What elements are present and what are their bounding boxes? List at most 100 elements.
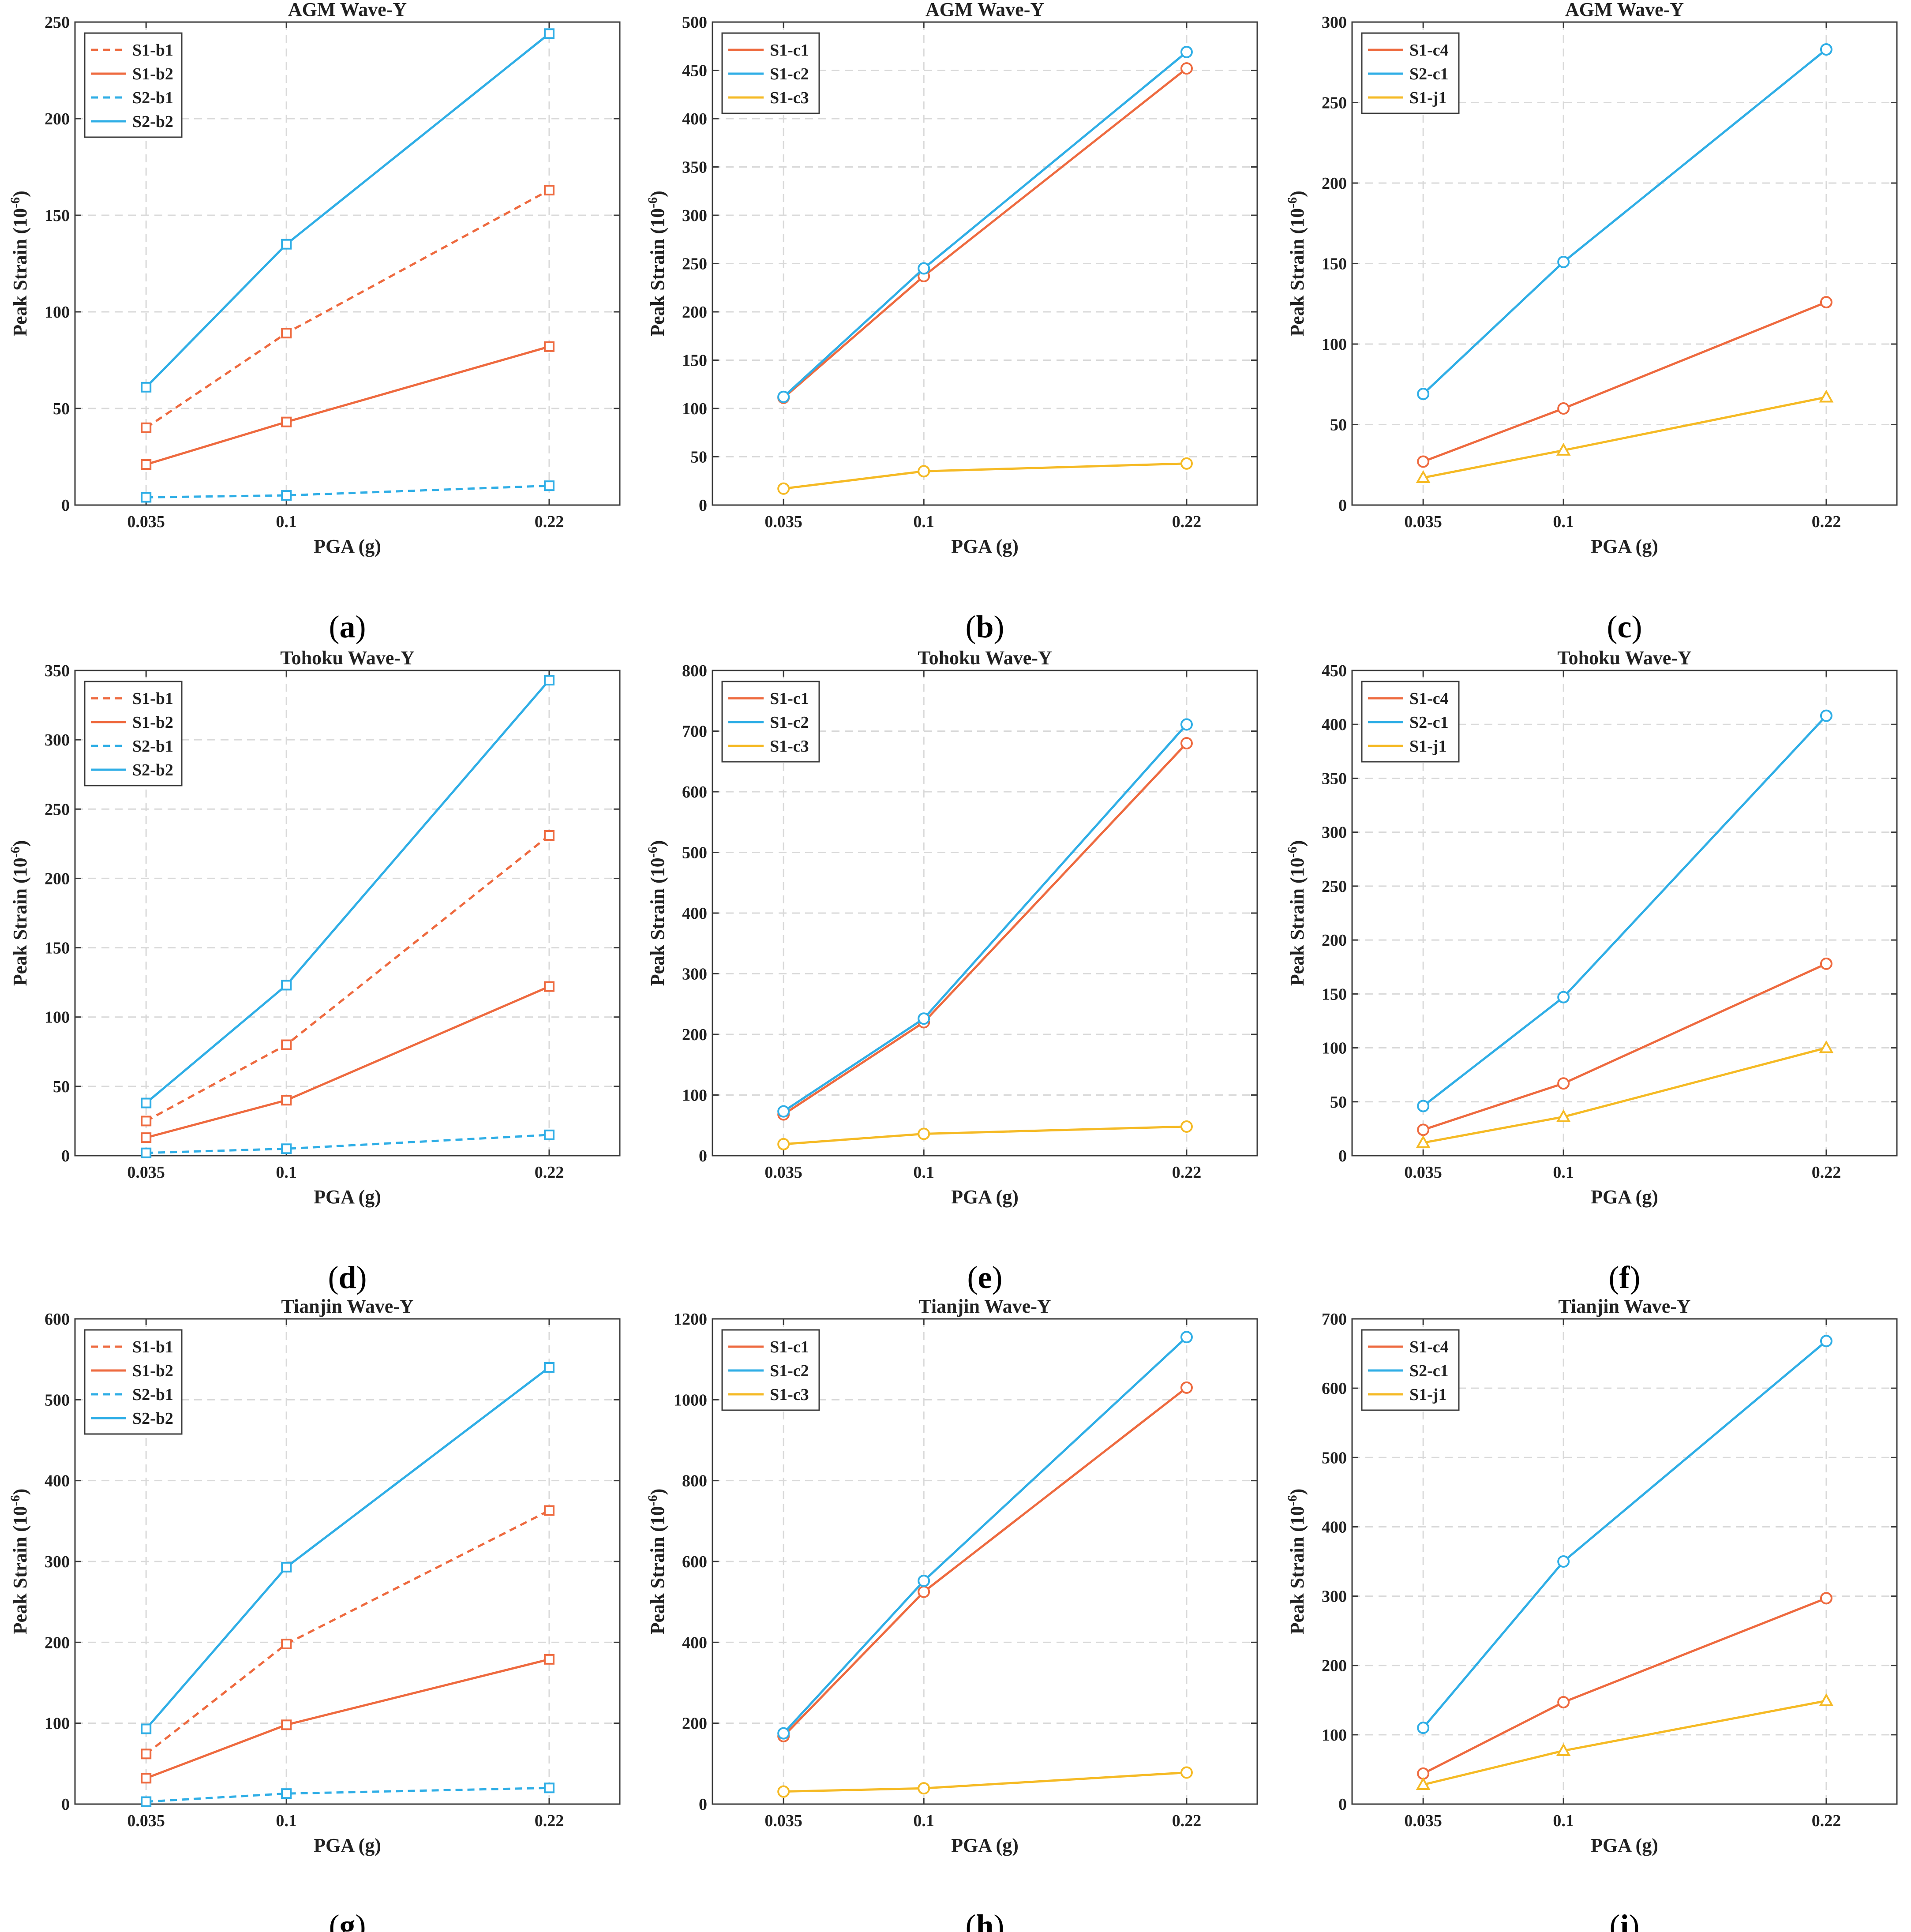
x-tick-label: 0.22 bbox=[535, 1812, 564, 1830]
data-point bbox=[1417, 455, 1430, 468]
legend-entry: S1-c3 bbox=[770, 1385, 809, 1404]
y-tick-label: 100 bbox=[1322, 1726, 1347, 1745]
legend-entry: S1-b2 bbox=[132, 65, 173, 83]
data-point bbox=[1820, 296, 1832, 309]
data-point bbox=[1820, 1335, 1832, 1348]
y-tick-label: 200 bbox=[1322, 931, 1347, 950]
legend-entry: S1-b1 bbox=[132, 41, 173, 60]
data-point bbox=[141, 492, 152, 503]
x-axis-label: PGA (g) bbox=[951, 1186, 1019, 1208]
data-point bbox=[543, 28, 555, 39]
x-tick-label: 0.1 bbox=[1553, 1163, 1574, 1182]
data-point bbox=[1417, 1123, 1430, 1136]
y-tick-label: 450 bbox=[682, 62, 707, 80]
legend-entry: S2-b1 bbox=[132, 737, 173, 756]
y-tick-label: 450 bbox=[1322, 662, 1347, 680]
y-tick-label: 600 bbox=[682, 1553, 707, 1571]
legend-entry: S1-j1 bbox=[1409, 737, 1446, 756]
data-point bbox=[141, 1723, 152, 1734]
data-point bbox=[918, 1127, 930, 1140]
x-tick-label: 0.22 bbox=[535, 513, 564, 531]
y-tick-label: 0 bbox=[1338, 1795, 1347, 1814]
legend-entry: S2-b2 bbox=[132, 761, 173, 779]
x-tick-label: 0.22 bbox=[1172, 1812, 1202, 1830]
data-point bbox=[1180, 737, 1193, 749]
data-point bbox=[543, 1129, 555, 1140]
chart-title: Tohoku Wave-Y bbox=[918, 647, 1052, 669]
chart-panel-e: 0 100 200 300 400 500 600 700 800 0.035 0.1 0.22 Toh… bbox=[645, 647, 1258, 1295]
y-tick-label: 1000 bbox=[674, 1391, 707, 1409]
data-point bbox=[1180, 1766, 1193, 1779]
chart-panel-h: 0 200 400 600 800 1000 1200 0.035 0.1 0.22 Tianjin… bbox=[645, 1295, 1258, 1932]
data-point bbox=[543, 1782, 555, 1793]
legend-entry: S1-c4 bbox=[1409, 41, 1449, 60]
data-point bbox=[543, 1654, 555, 1665]
data-point bbox=[1180, 718, 1193, 731]
legend-entry: S2-b2 bbox=[132, 1409, 173, 1428]
data-point bbox=[1557, 1696, 1570, 1708]
x-tick-label: 0.035 bbox=[764, 1812, 802, 1830]
data-point bbox=[281, 1561, 292, 1573]
data-point bbox=[141, 382, 152, 393]
data-point bbox=[281, 1719, 292, 1730]
y-tick-label: 400 bbox=[1322, 715, 1347, 734]
y-tick-label: 250 bbox=[45, 800, 70, 819]
data-point bbox=[1819, 389, 1834, 403]
y-tick-label: 800 bbox=[682, 1472, 707, 1490]
data-point bbox=[1416, 1135, 1431, 1148]
y-tick-label: 50 bbox=[53, 400, 70, 418]
legend-entry: S1-b2 bbox=[132, 713, 173, 732]
x-tick-label: 0.1 bbox=[913, 1163, 934, 1182]
data-point bbox=[1417, 1100, 1430, 1112]
legend-entry: S1-c2 bbox=[770, 1362, 809, 1380]
data-point bbox=[281, 1143, 292, 1154]
y-tick-label: 300 bbox=[1322, 1588, 1347, 1606]
legend-entry: S1-c1 bbox=[770, 41, 809, 60]
data-point bbox=[543, 480, 555, 491]
y-tick-label: 400 bbox=[45, 1472, 70, 1490]
legend-box bbox=[84, 1329, 183, 1435]
y-tick-label: 700 bbox=[682, 723, 707, 741]
data-point bbox=[281, 1039, 292, 1050]
x-tick-label: 0.22 bbox=[1172, 1163, 1202, 1182]
data-point bbox=[918, 1575, 930, 1587]
data-point bbox=[1556, 1109, 1571, 1122]
x-tick-label: 0.22 bbox=[1812, 1163, 1841, 1182]
panel-label: (c) bbox=[1607, 609, 1642, 644]
x-tick-label: 0.1 bbox=[913, 513, 934, 531]
x-tick-label: 0.035 bbox=[1404, 1163, 1442, 1182]
data-point bbox=[1180, 457, 1193, 470]
x-tick-label: 0.1 bbox=[276, 1812, 297, 1830]
x-tick-label: 0.035 bbox=[764, 1163, 802, 1182]
legend-entry: S1-j1 bbox=[1409, 89, 1446, 107]
data-point bbox=[281, 239, 292, 250]
y-tick-label: 150 bbox=[1322, 255, 1347, 273]
x-axis-label: PGA (g) bbox=[1591, 1835, 1658, 1856]
y-tick-label: 250 bbox=[682, 255, 707, 273]
x-axis-label: PGA (g) bbox=[314, 1835, 381, 1856]
data-point bbox=[918, 1782, 930, 1795]
data-point bbox=[543, 341, 555, 352]
data-point bbox=[543, 1362, 555, 1373]
data-point bbox=[141, 1773, 152, 1784]
legend-entry: S2-c1 bbox=[1409, 1362, 1449, 1380]
legend-box bbox=[84, 681, 183, 786]
y-tick-label: 1200 bbox=[674, 1310, 707, 1329]
data-point bbox=[141, 1097, 152, 1108]
y-tick-label: 500 bbox=[682, 13, 707, 32]
y-tick-label: 150 bbox=[1322, 985, 1347, 1003]
data-point bbox=[141, 1132, 152, 1143]
data-point bbox=[543, 830, 555, 841]
y-tick-label: 200 bbox=[682, 1026, 707, 1044]
y-tick-label: 200 bbox=[45, 869, 70, 888]
y-tick-label: 150 bbox=[45, 206, 70, 225]
y-axis-label: Peak Strain (10-6) bbox=[8, 191, 31, 337]
data-point bbox=[1557, 402, 1570, 415]
y-tick-label: 600 bbox=[1322, 1379, 1347, 1398]
data-point bbox=[777, 1785, 790, 1798]
y-tick-label: 100 bbox=[682, 1086, 707, 1105]
chart-panel-d: 0 50 100 150 200 250 300 350 0.035 0.1 0.22 Tohoku … bbox=[8, 647, 621, 1295]
panel-label: (d) bbox=[328, 1260, 367, 1295]
x-tick-label: 0.035 bbox=[127, 513, 165, 531]
x-tick-label: 0.22 bbox=[1812, 513, 1841, 531]
